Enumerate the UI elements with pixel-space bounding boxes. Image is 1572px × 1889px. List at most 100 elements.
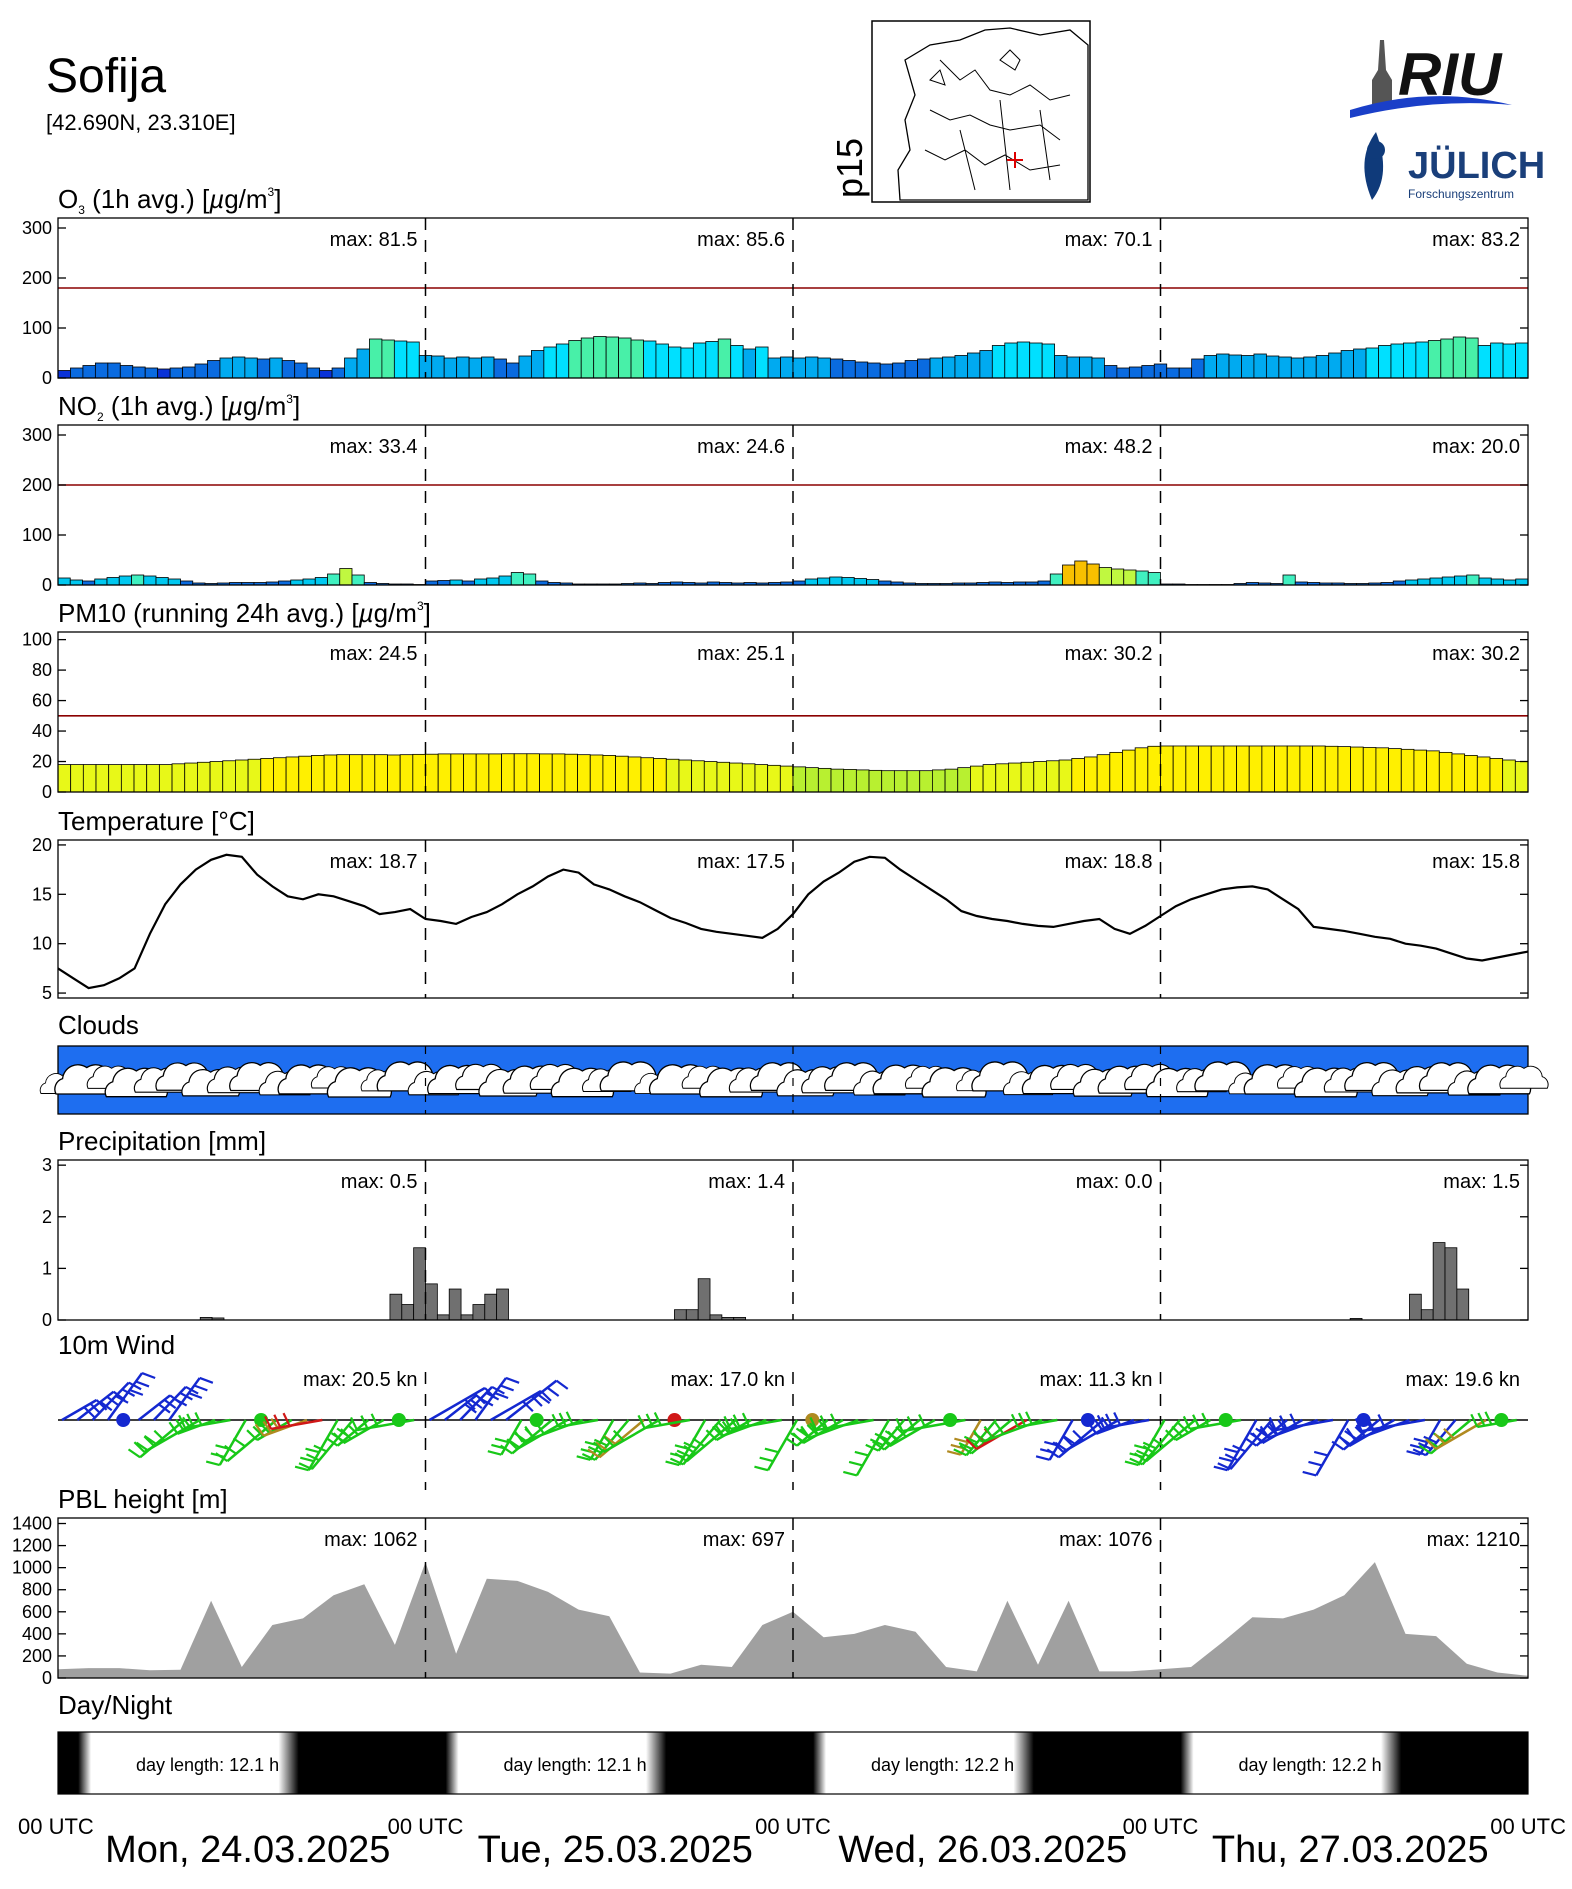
bar-o3: [829, 358, 844, 379]
day-length-label: day length: 12.1 h: [136, 1755, 279, 1775]
bar-o3: [1265, 355, 1280, 379]
bar-o3: [954, 355, 968, 379]
y-tick-label: 40: [32, 721, 52, 741]
bar-pm10: [589, 754, 604, 793]
y-tick-label: 600: [22, 1602, 52, 1622]
bar-pm10: [1426, 750, 1440, 793]
bar-o3: [393, 340, 408, 379]
bar-no2: [804, 578, 818, 586]
bar-pm10: [412, 753, 426, 793]
day-night-band: [58, 1732, 426, 1794]
bar-pm10: [399, 754, 414, 793]
bar-o3: [107, 362, 121, 379]
y-tick-label: 1400: [12, 1514, 52, 1534]
bar-o3: [780, 356, 794, 379]
bar-o3: [593, 336, 607, 379]
bar-no2: [1441, 576, 1455, 586]
bar-pm10: [931, 769, 946, 793]
bar-pm10: [450, 753, 464, 793]
map-label: p15: [829, 138, 870, 198]
bar-pm10: [741, 763, 756, 793]
panel-title-clouds: Clouds: [58, 1010, 139, 1040]
bar-precip: [484, 1293, 498, 1321]
bar-pm10: [893, 770, 908, 793]
daily-max-label: max: 20.0: [1432, 436, 1520, 458]
bar-pm10: [805, 767, 819, 793]
bar-pm10: [526, 753, 540, 793]
bar-pm10: [615, 755, 629, 793]
bar-o3: [1253, 353, 1267, 379]
daily-max-label: max: 1076: [1059, 1529, 1152, 1551]
y-tick-label: 3: [42, 1155, 52, 1175]
bar-o3: [1353, 348, 1367, 379]
bar-pm10: [830, 768, 845, 793]
wind-barb: [1354, 1414, 1426, 1433]
panel-title-precip: Precipitation [mm]: [58, 1126, 266, 1156]
day-length-label: day length: 12.1 h: [504, 1755, 647, 1775]
bar-pm10: [336, 754, 350, 793]
wind-barb: [895, 1414, 966, 1433]
wind-barb: [581, 1419, 630, 1461]
wind-barb: [1302, 1419, 1350, 1477]
bar-pm10: [361, 754, 376, 793]
y-tick-label: 15: [32, 884, 52, 904]
bar-pm10: [273, 757, 287, 793]
bar-no2: [829, 576, 843, 586]
bar-pm10: [906, 770, 921, 793]
y-tick-label: 2: [42, 1207, 52, 1227]
wind-barb: [1213, 1419, 1258, 1472]
bar-o3: [692, 342, 707, 379]
wind-barb: [1133, 1419, 1196, 1463]
bar-o3: [805, 356, 819, 379]
bar-pm10: [1134, 747, 1149, 793]
daily-max-label: max: 30.2: [1432, 643, 1520, 665]
bar-o3: [854, 361, 869, 379]
bar-pm10: [387, 754, 401, 793]
bar-pm10: [1198, 745, 1212, 793]
bar-pm10: [184, 762, 198, 793]
bar-no2: [841, 577, 855, 586]
bar-no2: [1282, 574, 1296, 586]
bar-pm10: [1147, 745, 1161, 793]
bar-o3: [643, 340, 657, 379]
y-tick-label: 800: [22, 1580, 52, 1600]
daily-max-label: max: 85.6: [697, 229, 785, 251]
bar-pm10: [1476, 756, 1491, 793]
wind-barb: [551, 1411, 599, 1429]
daily-max-label: max: 0.0: [1076, 1171, 1153, 1193]
daynight-frame: [57, 1731, 1529, 1795]
bar-o3: [580, 337, 595, 379]
bar-o3: [381, 339, 395, 379]
bar-pm10: [1236, 745, 1250, 793]
daily-max-label: max: 18.8: [1065, 851, 1153, 873]
wind-barb: [1182, 1412, 1242, 1431]
wind-barb: [350, 1413, 415, 1432]
bar-o3: [506, 362, 520, 379]
bar-precip: [697, 1278, 711, 1321]
bar-o3: [1054, 355, 1068, 379]
bar-o3: [630, 339, 644, 379]
wind-barb: [1217, 1419, 1273, 1471]
bar-pm10: [1400, 748, 1415, 793]
bar-o3: [668, 346, 682, 379]
daily-max-label: max: 15.8: [1432, 851, 1520, 873]
bar-pm10: [1388, 748, 1402, 793]
bar-pm10: [1299, 745, 1313, 793]
bar-o3: [132, 366, 146, 379]
wind-barb: [754, 1419, 799, 1472]
daily-max-label: max: 1210: [1427, 1529, 1520, 1551]
bar-no2: [853, 578, 867, 586]
bar-pm10: [539, 753, 553, 793]
bar-pm10: [209, 761, 224, 793]
bar-precip: [389, 1293, 403, 1321]
bar-pm10: [475, 753, 490, 793]
bar-pm10: [235, 759, 249, 793]
bar-pm10: [1248, 745, 1263, 793]
bar-no2: [1429, 577, 1443, 586]
panel-title-pm10: PM10 (running 24h avg.) [µg/m3]: [58, 598, 431, 628]
bar-pm10: [1160, 745, 1174, 793]
bar-pm10: [120, 764, 135, 793]
wind-calm-marker: [1494, 1413, 1509, 1427]
bar-o3: [356, 348, 370, 379]
